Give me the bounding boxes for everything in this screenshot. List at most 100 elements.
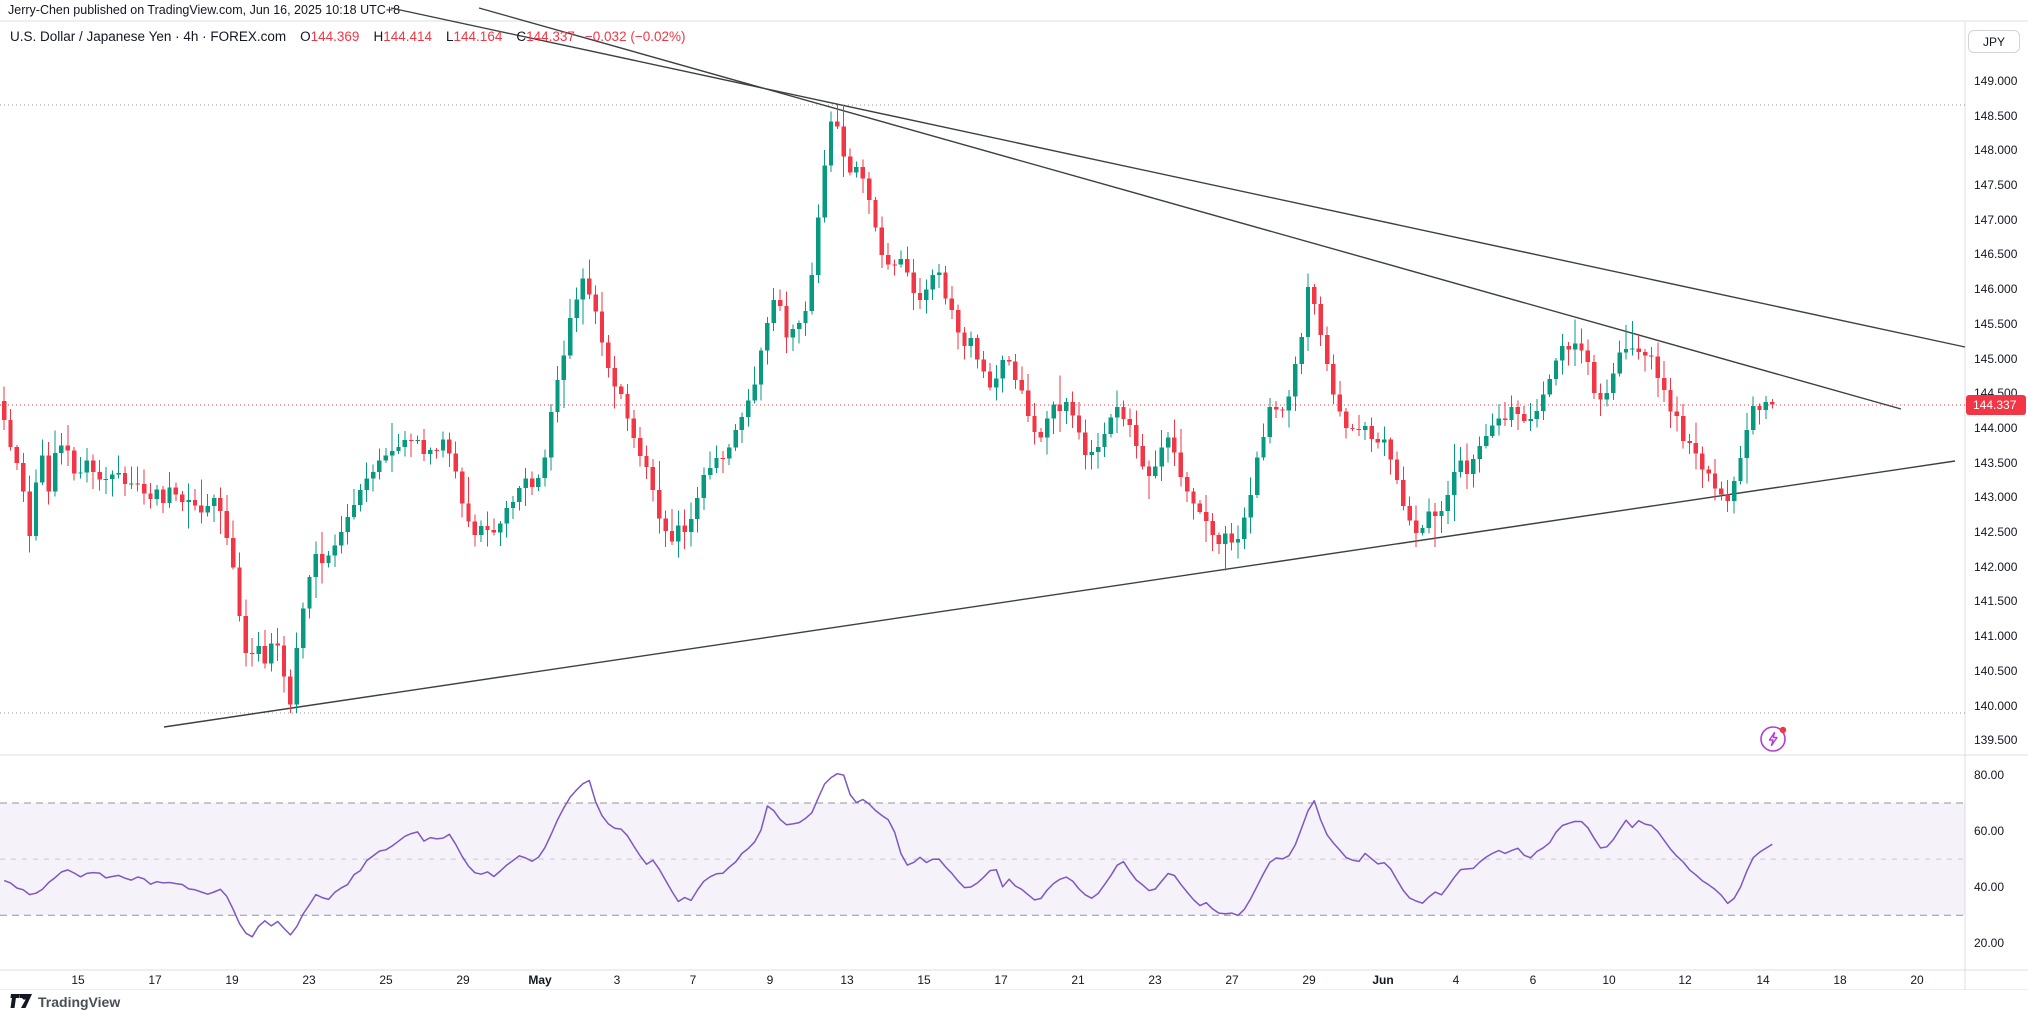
candle-body [1731, 480, 1737, 501]
candle-body [758, 350, 764, 385]
candle-body [71, 450, 77, 474]
candle-body [663, 518, 668, 531]
candle-body [1490, 425, 1495, 436]
tradingview-logo-icon[interactable] [10, 994, 32, 1009]
candle-body [1388, 439, 1393, 460]
candle-body [644, 455, 649, 468]
time-axis[interactable]: 15 17 19 23 25 29 May 3 7 9 13 15 17 21 23 27 29 Jun 4 6 10 1… [0, 970, 1965, 990]
candle-body [1439, 510, 1444, 517]
candle-body [606, 342, 611, 369]
rsi-line[interactable] [3, 772, 1773, 938]
candle-body [1191, 491, 1196, 504]
candle-body [1509, 407, 1514, 420]
low-value: 144.164 [453, 29, 503, 44]
candle-body [1432, 511, 1438, 517]
price-axis-label: 143.000 [1974, 490, 2018, 504]
candle-body [917, 292, 923, 300]
candle-body [1350, 428, 1355, 430]
candle-body [765, 322, 770, 351]
currency-toggle-button[interactable]: JPY [1968, 30, 2020, 53]
candle-body [1464, 460, 1470, 475]
candle-body [1261, 437, 1266, 458]
candle-body [453, 453, 458, 472]
candle-body [1293, 363, 1298, 397]
candle-body [180, 494, 185, 503]
candle-body [250, 652, 255, 654]
candle-body [981, 359, 986, 372]
candle-body [707, 467, 713, 476]
candle-body [428, 450, 433, 454]
candle-body [637, 438, 643, 456]
price-axis-label: 147.500 [1974, 178, 2018, 192]
descending-resistance-outer[interactable] [390, 7, 1966, 348]
time-axis-label: 10 [1602, 973, 1616, 987]
candle-body [135, 483, 140, 485]
candle-body [1356, 428, 1362, 431]
candle-body [599, 311, 605, 343]
candle-body [1032, 415, 1037, 432]
candle-body [27, 491, 32, 536]
candle-body [1286, 396, 1292, 411]
candle-body [167, 487, 172, 503]
candle-body [1083, 432, 1088, 455]
candle-body [1420, 528, 1425, 533]
candle-body [612, 368, 617, 387]
candle-body [339, 532, 344, 546]
candle-body [701, 475, 706, 498]
candle-body [459, 471, 465, 504]
candle-body [962, 332, 967, 347]
candle-body [1204, 511, 1209, 522]
descending-resistance-inner[interactable] [478, 7, 1902, 410]
time-axis-label: 21 [1071, 973, 1085, 987]
candle-body [1401, 480, 1406, 506]
time-axis-label: 15 [917, 973, 931, 987]
candle-body [421, 440, 427, 454]
price-axis[interactable]: JPY 144.337 149.000 148.500 148.000 147.500… [1966, 21, 2028, 990]
rsi-axis-label: 20.00 [1974, 936, 2005, 950]
time-axis-label: 29 [456, 973, 470, 987]
candle-body [866, 178, 872, 201]
candle-body [631, 418, 637, 439]
tradingview-logo-text[interactable]: TradingView [38, 993, 121, 1010]
candle-body [237, 567, 242, 617]
candle-body [243, 616, 249, 653]
candle-body [409, 439, 414, 441]
candle-series[interactable] [1, 104, 1775, 714]
candle-body [1522, 413, 1527, 421]
time-axis-label: 6 [1529, 973, 1537, 987]
candle-body [720, 457, 726, 459]
candle-body [727, 447, 732, 459]
candle-body [1184, 477, 1190, 492]
ascending-support[interactable] [163, 460, 1956, 728]
candle-body [879, 227, 885, 255]
candle-body [1140, 445, 1145, 467]
candle-body [777, 299, 783, 306]
candle-body [523, 478, 528, 488]
time-axis-label: Jun [1372, 973, 1394, 987]
candle-body [129, 483, 134, 485]
low-label: L [446, 29, 454, 44]
candle-body [14, 447, 20, 464]
candle-body [1642, 352, 1648, 356]
candle-body [1566, 345, 1571, 350]
candle-body [377, 460, 382, 472]
candle-body [1369, 425, 1374, 440]
price-axis-label: 146.000 [1974, 282, 2018, 296]
candle-body [625, 393, 630, 419]
candle-body [657, 489, 662, 519]
price-axis-label: 145.000 [1974, 352, 2018, 366]
candle-body [1153, 466, 1158, 476]
candle-body [1471, 459, 1476, 475]
flash-circle [1760, 726, 1786, 752]
flash-replay-button[interactable] [1759, 723, 1789, 753]
candle-body [1458, 460, 1463, 472]
time-axis-label: 4 [1452, 973, 1460, 987]
candle-body [943, 272, 948, 299]
candle-body [746, 400, 751, 417]
candle-body [313, 553, 319, 578]
time-axis-label: 14 [1756, 973, 1770, 987]
symbol-title[interactable]: U.S. Dollar / Japanese Yen · 4h · FOREX.… [10, 29, 287, 44]
candle-body [84, 460, 90, 473]
candle-body [548, 412, 554, 458]
